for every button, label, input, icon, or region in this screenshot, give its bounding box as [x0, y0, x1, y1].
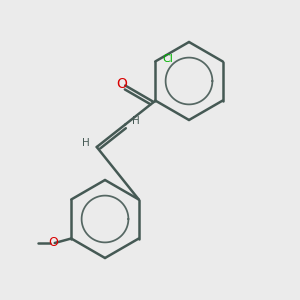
Text: H: H [132, 116, 140, 126]
Text: H: H [82, 138, 90, 148]
Text: O: O [116, 77, 127, 91]
Text: O: O [48, 236, 58, 250]
Text: Cl: Cl [163, 53, 174, 64]
